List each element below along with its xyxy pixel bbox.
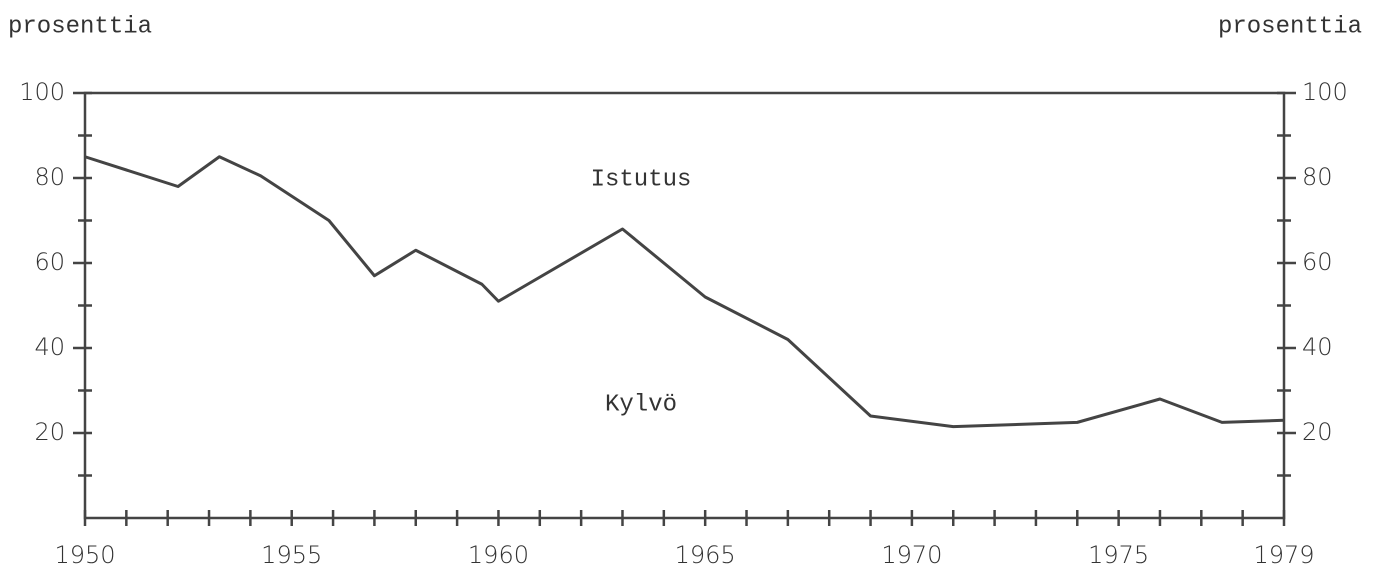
y2-axis-label: prosenttia <box>1218 13 1362 40</box>
x-tick-label: 1960 <box>468 541 529 569</box>
y2-tick-label: 20 <box>1302 418 1333 446</box>
x-tick-label: 1979 <box>1253 541 1314 569</box>
y2-tick-label: 100 <box>1302 78 1348 106</box>
x-tick-label: 1950 <box>54 541 115 569</box>
data-line <box>84 155 1285 429</box>
y-tick-label: 100 <box>19 78 65 106</box>
y-tick-label: 20 <box>34 418 65 446</box>
y2-tick-label: 80 <box>1302 163 1333 191</box>
y-axis-label: prosenttia <box>8 13 152 40</box>
x-tick-label: 1965 <box>675 541 736 569</box>
x-tick-label: 1970 <box>881 541 942 569</box>
y2-tick-label: 60 <box>1302 248 1333 276</box>
x-tick-label: 1955 <box>261 541 322 569</box>
y-tick-label: 40 <box>34 333 65 361</box>
y-tick-label: 80 <box>34 163 65 191</box>
annotation: Kylvö <box>605 391 677 418</box>
x-tick-label: 1975 <box>1088 541 1149 569</box>
plot-frame <box>83 91 1286 520</box>
y-tick-label: 60 <box>34 248 65 276</box>
annotation: Istutus <box>591 166 692 193</box>
y2-tick-label: 40 <box>1302 333 1333 361</box>
